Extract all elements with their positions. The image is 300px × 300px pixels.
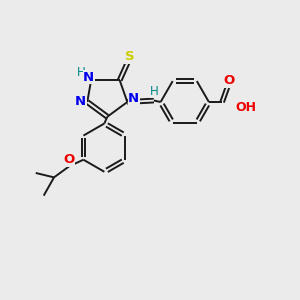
Text: O: O (63, 153, 74, 166)
Text: O: O (223, 74, 235, 87)
Text: N: N (83, 71, 94, 84)
Text: N: N (128, 92, 140, 105)
Text: OH: OH (236, 100, 257, 113)
Text: S: S (124, 50, 134, 63)
Text: N: N (75, 95, 86, 108)
Text: H: H (150, 85, 159, 98)
Text: H: H (77, 66, 86, 80)
